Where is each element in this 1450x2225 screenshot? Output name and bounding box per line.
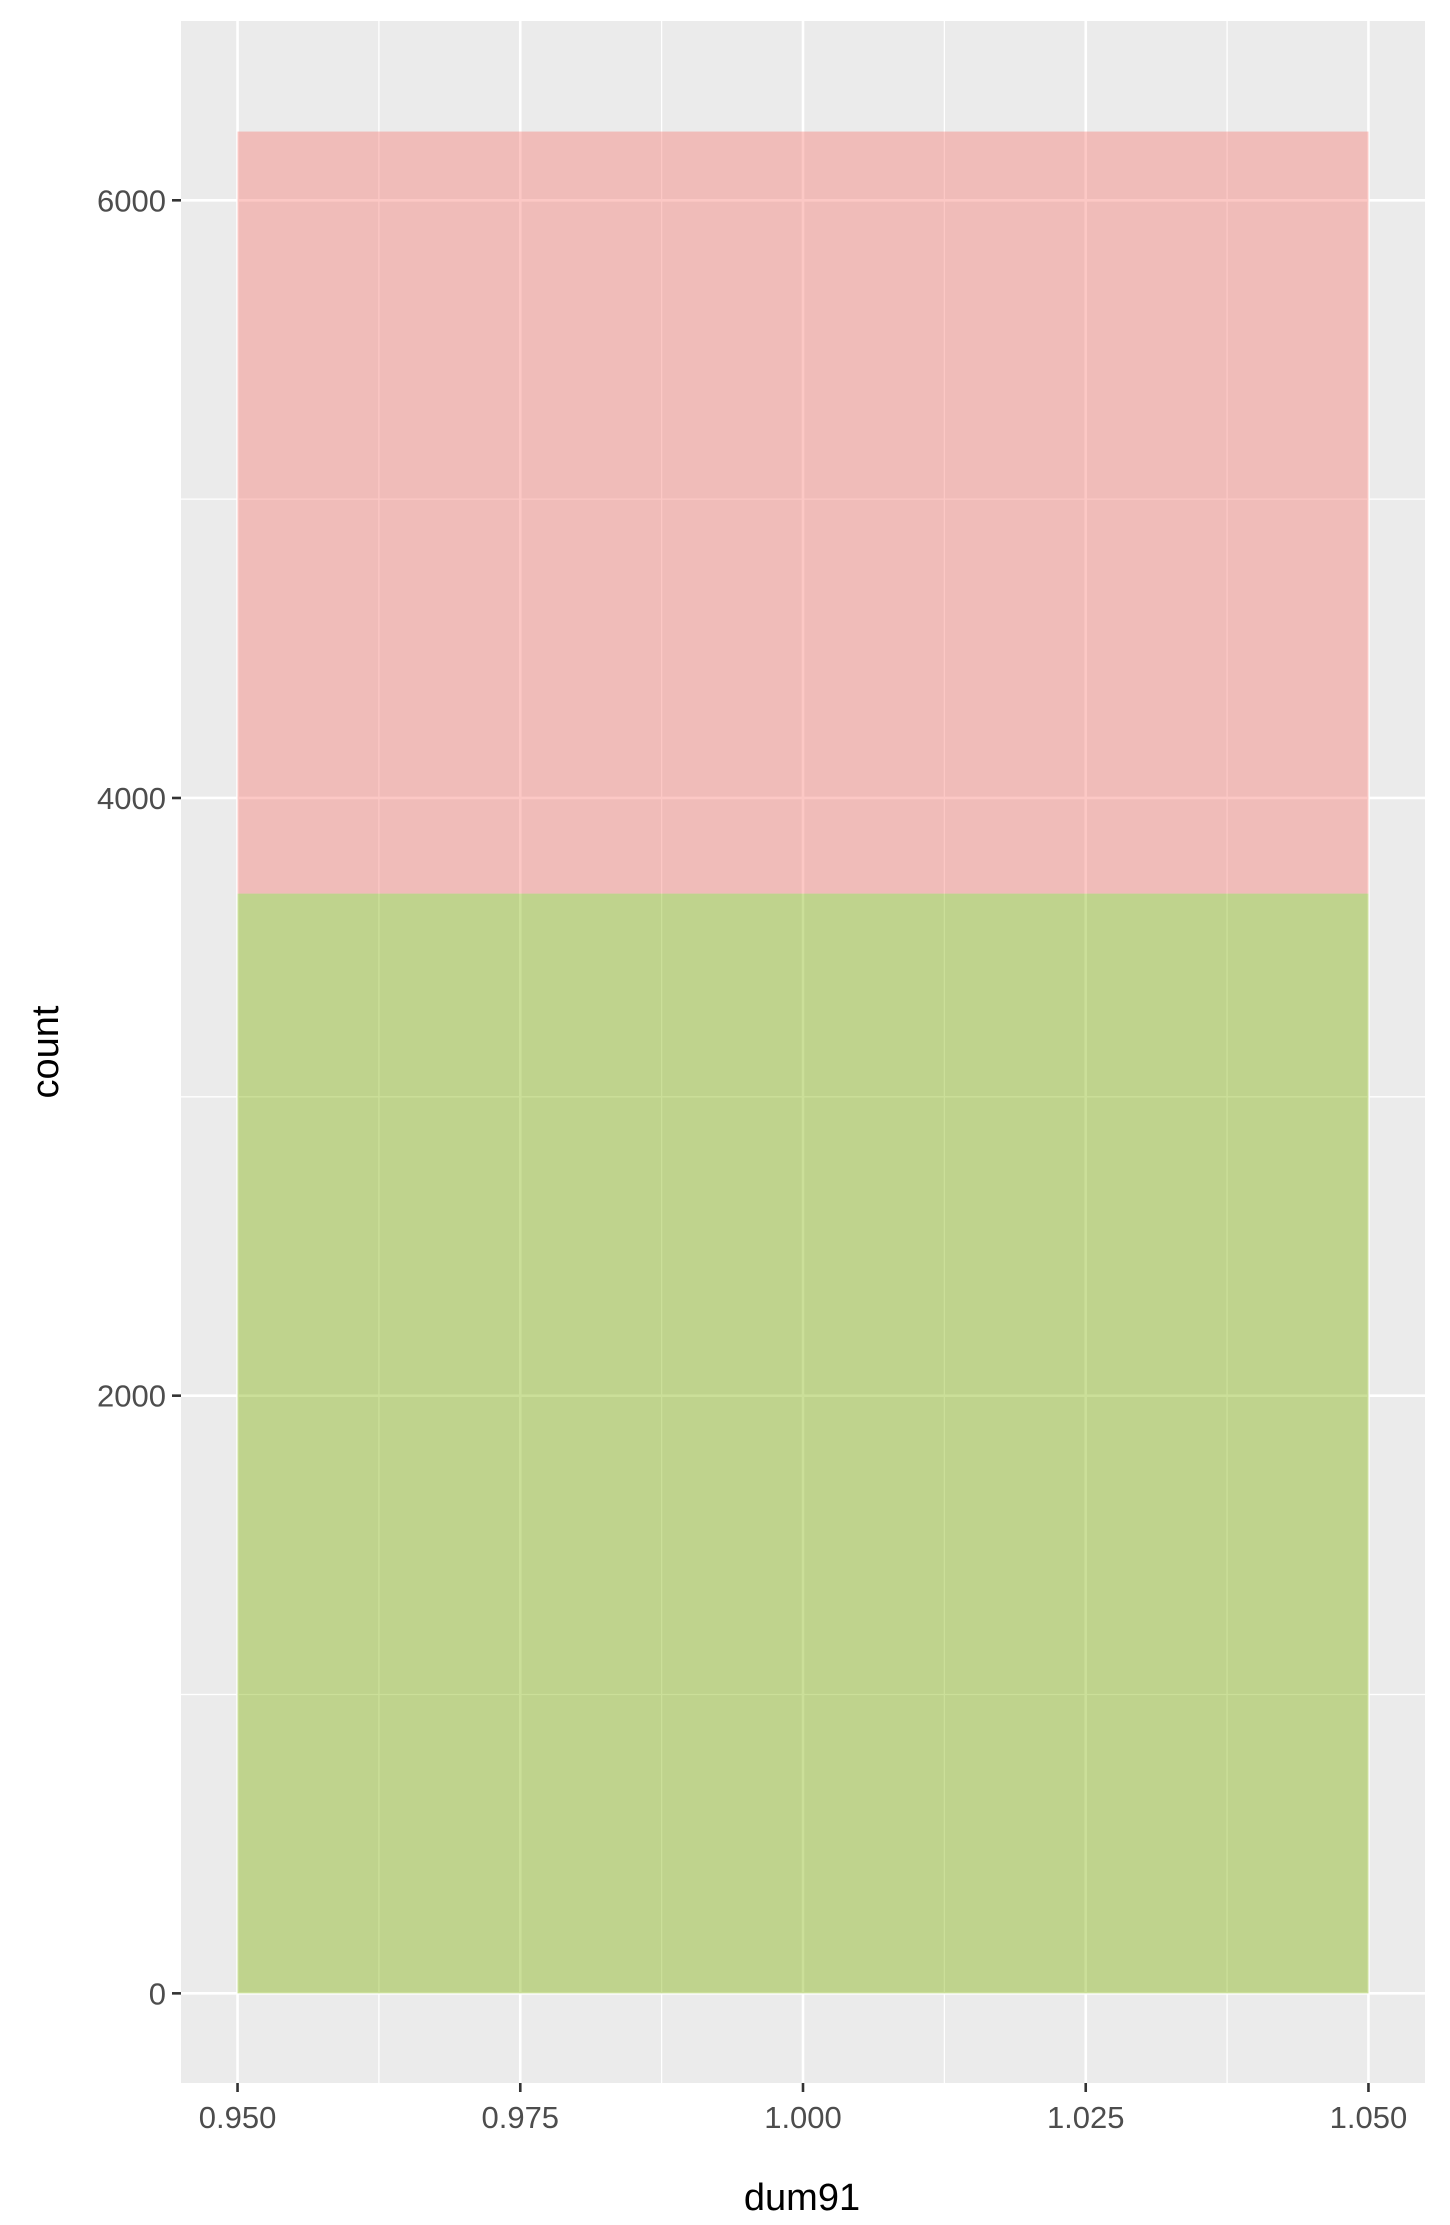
y-tick-label: 4000	[97, 781, 166, 816]
x-tick-label: 1.050	[1330, 2100, 1408, 2135]
major-gridlines	[181, 21, 1425, 2083]
histogram-bar-green	[237, 893, 1369, 1994]
y-tick-label: 6000	[97, 183, 166, 218]
x-tick-label: 1.025	[1047, 2100, 1125, 2135]
x-axis-title: dum91	[744, 2177, 860, 2219]
y-axis-ticks: 0 2000 4000 6000	[97, 183, 181, 2011]
x-tick-label: 1.000	[764, 2100, 842, 2135]
y-axis-title: count	[25, 1005, 67, 1098]
x-tick-label: 0.975	[481, 2100, 559, 2135]
histogram-bar-red	[237, 131, 1369, 894]
x-tick-label: 0.950	[199, 2100, 277, 2135]
x-axis-ticks: 0.950 0.975 1.000 1.025 1.050	[199, 2083, 1407, 2135]
y-tick-label: 0	[149, 1976, 166, 2011]
histogram-bars	[237, 131, 1369, 1994]
y-tick-label: 2000	[97, 1379, 166, 1414]
